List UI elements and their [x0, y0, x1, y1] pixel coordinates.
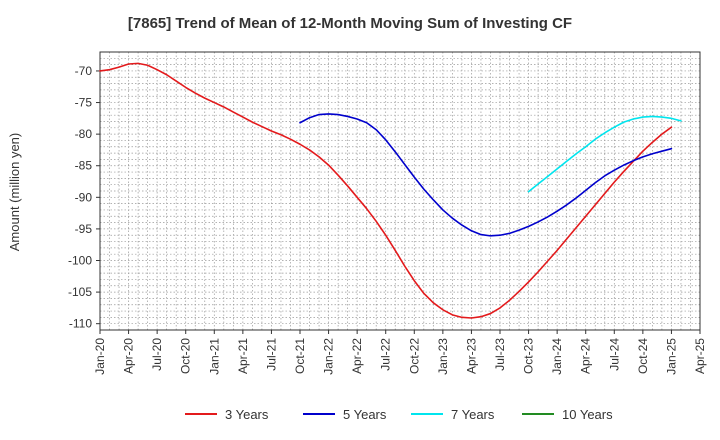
x-tick-label: Apr-25 — [693, 338, 707, 374]
y-tick-label: -90 — [75, 190, 93, 204]
chart-title: [7865] Trend of Mean of 12-Month Moving … — [128, 15, 572, 32]
y-tick-label: -80 — [75, 127, 93, 141]
x-tick-label: Jul-23 — [493, 338, 507, 371]
grid — [100, 51, 700, 331]
x-tick-label: Apr-24 — [579, 338, 593, 374]
x-tick-label: Oct-24 — [636, 338, 650, 374]
legend-label-3-years: 3 Years — [225, 407, 269, 422]
y-tick-label: -95 — [75, 222, 93, 236]
x-ticks: Jan-20 Apr-20 Jul-20 Oct-20 Jan-21 Apr-21 Jul-… — [93, 330, 707, 375]
legend-label-5-years: 5 Years — [343, 407, 387, 422]
y-tick-label: -110 — [69, 317, 92, 331]
legend-label-10-years: 10 Years — [562, 407, 613, 422]
x-tick-label: Jan-25 — [664, 338, 678, 375]
x-tick-label: Oct-20 — [179, 338, 193, 374]
y-axis-label: Amount (million yen) — [7, 133, 22, 252]
x-tick-label: Jul-20 — [150, 338, 164, 371]
legend-label-7-years: 7 Years — [451, 407, 495, 422]
x-tick-label: Jan-20 — [93, 338, 107, 375]
y-tick-label: -105 — [68, 285, 92, 299]
x-tick-label: Apr-20 — [122, 338, 136, 374]
x-tick-label: Jan-23 — [436, 338, 450, 375]
x-tick-label: Jul-24 — [607, 338, 621, 371]
y-tick-label: -70 — [75, 64, 93, 78]
x-tick-label: Apr-21 — [236, 338, 250, 374]
x-tick-label: Apr-23 — [464, 338, 478, 374]
x-tick-label: Oct-22 — [407, 338, 421, 374]
y-tick-label: -75 — [75, 96, 93, 110]
x-tick-label: Apr-22 — [350, 338, 364, 374]
series-line-7-years — [527, 115, 682, 193]
x-tick-label: Jan-24 — [550, 338, 564, 375]
y-ticks: -70 -75 -80 -85 -90 -95 -100 -105 -110 — [68, 64, 100, 331]
plot-frame — [99, 51, 701, 331]
x-tick-label: Oct-21 — [293, 338, 307, 374]
y-tick-label: -85 — [75, 159, 93, 173]
x-tick-label: Jan-21 — [207, 338, 221, 375]
x-tick-label: Jul-22 — [379, 338, 393, 371]
series-line-3-years — [99, 62, 673, 319]
x-tick-label: Jul-21 — [264, 338, 278, 371]
y-tick-label: -100 — [68, 254, 92, 268]
x-tick-label: Jan-22 — [322, 338, 336, 375]
series-line-5-years — [299, 113, 673, 237]
series-lines — [99, 62, 682, 319]
x-tick-label: Oct-23 — [522, 338, 536, 374]
legend: 3 Years 5 Years 7 Years 10 Years — [185, 407, 613, 422]
